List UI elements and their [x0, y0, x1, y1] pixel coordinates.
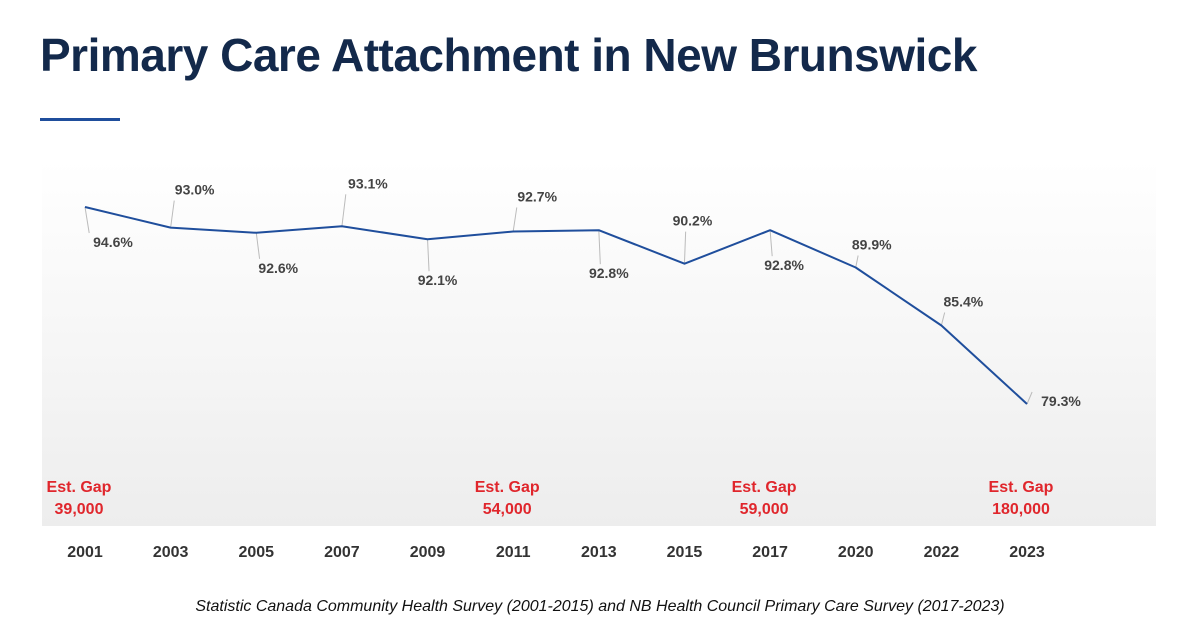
leader-line [427, 239, 430, 272]
gap-annotation-title: Est. Gap [732, 479, 797, 496]
plot-area [42, 160, 1156, 526]
x-tick-label: 2011 [496, 544, 531, 561]
data-label: 93.1% [348, 175, 388, 191]
x-tick-label: 2009 [410, 544, 446, 561]
data-label: 92.8% [764, 257, 804, 273]
gap-annotation-title: Est. Gap [47, 479, 112, 496]
data-point [682, 262, 686, 266]
x-tick-label: 2007 [324, 544, 360, 561]
title-underline [40, 118, 120, 121]
data-point [254, 231, 258, 235]
data-point [597, 228, 601, 232]
data-label: 90.2% [673, 213, 713, 229]
page-title: Primary Care Attachment in New Brunswick [40, 29, 977, 81]
data-point [1025, 402, 1029, 406]
leader-line [598, 230, 601, 265]
data-label: 92.6% [258, 260, 298, 276]
leader-line [940, 312, 946, 326]
line-chart: 94.6% 93.0% 92.6% 93.1% 92.1% 92.7% 92.8% 90.2%… [47, 175, 1082, 561]
gap-annotation-value: 59,000 [740, 501, 789, 518]
x-tick-label: 2015 [667, 544, 703, 561]
data-point [939, 323, 943, 327]
leader-line [855, 255, 859, 268]
series-group [83, 205, 1029, 406]
data-point [83, 205, 87, 209]
leader-line [1026, 391, 1033, 405]
gap-annotation-value: 54,000 [483, 501, 532, 518]
data-point [768, 228, 772, 232]
leader-line [512, 207, 518, 232]
data-point [169, 226, 173, 230]
data-point [340, 224, 344, 228]
gap-annotation-title: Est. Gap [475, 479, 540, 496]
source-note: Statistic Canada Community Health Survey… [195, 598, 1005, 615]
data-label: 79.3% [1041, 393, 1081, 409]
data-point [854, 266, 858, 270]
gap-annotations: Est. Gap 39,000 Est. Gap 54,000 Est. Gap 59,0… [47, 479, 1054, 518]
leader-line [683, 231, 687, 264]
gap-annotation-title: Est. Gap [989, 479, 1054, 496]
leader-lines [84, 194, 1033, 405]
x-tick-label: 2013 [581, 544, 617, 561]
data-point [511, 229, 515, 233]
x-tick-label: 2017 [752, 544, 788, 561]
gap-annotation-value: 39,000 [55, 501, 104, 518]
data-label: 92.8% [589, 265, 629, 281]
leader-line [84, 206, 90, 234]
x-tick-label: 2023 [1009, 544, 1045, 561]
x-tick-label: 2003 [153, 544, 189, 561]
leader-line [341, 194, 347, 227]
x-tick-label: 2020 [838, 544, 874, 561]
data-label: 92.1% [418, 272, 458, 288]
data-label: 94.6% [93, 234, 133, 250]
series-line [84, 206, 1028, 405]
data-label: 85.4% [944, 293, 984, 309]
gap-annotation-value: 180,000 [992, 501, 1050, 518]
leader-line [255, 232, 261, 259]
x-tick-label: 2001 [67, 544, 103, 561]
data-labels: 94.6% 93.0% 92.6% 93.1% 92.1% 92.7% 92.8% 90.2%… [93, 175, 1081, 409]
data-label: 89.9% [852, 237, 892, 253]
leader-line [769, 230, 773, 257]
data-label: 92.7% [517, 188, 557, 204]
x-tick-label: 2022 [924, 544, 960, 561]
x-axis-ticks: 2001 2003 2005 2007 2009 2011 2013 2015 2017 2020… [67, 544, 1045, 561]
leader-line [170, 200, 175, 228]
data-point [426, 237, 430, 241]
x-tick-label: 2005 [238, 544, 274, 561]
data-label: 93.0% [175, 182, 215, 198]
